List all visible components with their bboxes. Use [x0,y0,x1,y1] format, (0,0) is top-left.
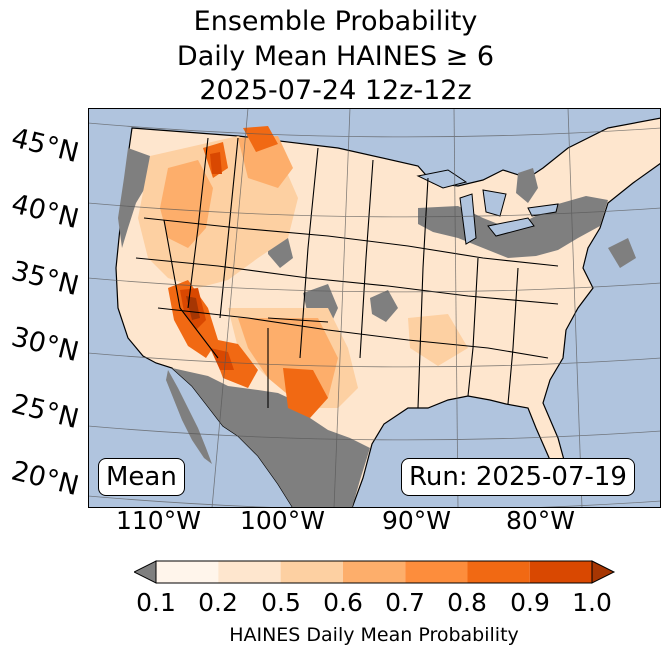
run-label-box: Run: 2025-07-19 [401,458,635,496]
lat-label-40n: 40°N [8,188,82,236]
prob-over-area [186,296,200,320]
colorbar [134,560,616,584]
lon-label-90w: 90°W [382,506,452,535]
colorbar-tick-0.7: 0.7 [385,588,425,617]
colorbar-bin-3 [280,561,343,583]
baja-peninsula [166,370,212,464]
title-line-2: Daily Mean HAINES ≥ 6 [176,41,495,72]
colorbar-label: HAINES Daily Mean Probability [229,624,519,646]
colorbar-under-extension [134,560,157,584]
colorbar-over-extension [591,560,616,584]
colorbar-tick-0.8: 0.8 [447,588,487,617]
colorbar-bin-5 [405,561,468,583]
lat-label-20n: 20°N [8,455,82,503]
lat-label-35n: 35°N [8,255,82,303]
lon-label-80w: 80°W [506,506,576,535]
graticule [88,108,661,508]
lon-label-110w: 110°W [116,506,201,535]
colorbar-tick-0.9: 0.9 [510,588,550,617]
lat-label-25n: 25°N [8,388,82,436]
stat-label-box: Mean [98,458,185,496]
colorbar-tick-1.0: 1.0 [572,588,612,617]
colorbar-bin-2 [218,561,281,583]
colorbar-bin-4 [342,561,406,583]
colorbar-tick-0.1: 0.1 [136,588,176,617]
probability-map [88,108,661,508]
colorbar-tick-0.5: 0.5 [261,588,301,617]
colorbar-tick-0.6: 0.6 [323,588,363,617]
title-line-3: 2025-07-24 12z-12z [199,75,472,106]
colorbar-bin-7 [529,561,592,583]
great-lakes [416,169,559,245]
lon-label-100w: 100°W [240,506,325,535]
lat-label-30n: 30°N [8,321,82,369]
colorbar-bin-6 [467,561,530,583]
state-borders [135,137,559,409]
colorbar-tick-0.2: 0.2 [198,588,238,617]
title-line-1: Ensemble Probability [193,6,478,37]
lat-label-45n: 45°N [8,122,82,170]
colorbar-bin-1 [156,561,219,583]
